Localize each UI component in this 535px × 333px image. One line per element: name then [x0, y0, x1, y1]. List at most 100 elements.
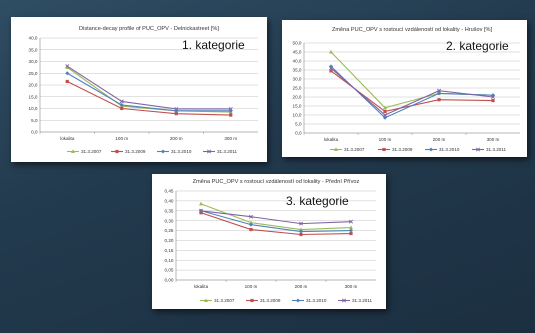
- data-point: [436, 88, 442, 93]
- y-tick-label: 20,0: [293, 95, 302, 100]
- y-tick-label: 0,20: [165, 238, 174, 243]
- data-point: [383, 109, 387, 113]
- legend-label: 31.3.2010: [171, 149, 192, 154]
- y-tick-label: 0,40: [165, 198, 174, 203]
- y-tick-label: 25,0: [29, 71, 38, 76]
- data-point: [328, 66, 334, 71]
- series-line-4: [200, 210, 352, 225]
- data-point: [120, 106, 124, 111]
- y-tick-label: 5,0: [31, 118, 38, 123]
- y-tick-label: 5,0: [295, 122, 302, 127]
- data-point: [65, 65, 70, 69]
- data-point: [382, 112, 388, 118]
- y-tick-label: 0,45: [165, 189, 174, 194]
- x-tick-label: 300 m: [224, 136, 237, 141]
- data-point: [248, 214, 254, 219]
- y-tick-label: 0,0: [31, 130, 38, 135]
- y-tick-label: 20,0: [29, 83, 38, 88]
- category-label-1: 1. kategorie: [182, 38, 245, 52]
- chart-2-plot: Změna PUC_OPV s rostoucí vzdáleností od …: [293, 27, 520, 152]
- data-point: [299, 229, 303, 234]
- series-line-4: [66, 65, 231, 110]
- y-tick-label: 40,0: [293, 59, 302, 64]
- chart-1-plot: Distance-decay profile of PUC_OPV - Deln…: [29, 26, 258, 154]
- legend-marker: [71, 149, 75, 153]
- y-tick-label: 0,10: [165, 258, 174, 263]
- y-tick-label: 10,0: [293, 113, 302, 118]
- data-point: [299, 232, 303, 237]
- series-line-3: [330, 66, 494, 119]
- data-point: [298, 221, 304, 226]
- legend-label: 31.3.2010: [439, 147, 460, 152]
- legend-label: 31.3.2011: [217, 149, 238, 154]
- category-label-3: 3. kategorie: [286, 194, 349, 208]
- series-line-2: [200, 212, 352, 236]
- y-tick-label: 0,05: [165, 268, 174, 273]
- legend-label: 31.3.2011: [352, 298, 373, 303]
- chart-panel-2: Změna PUC_OPV s rostoucí vzdáleností od …: [282, 20, 527, 157]
- legend-label: 31.3.2010: [306, 298, 327, 303]
- y-tick-label: 35,0: [29, 47, 38, 52]
- x-tick-label: lokalita: [60, 136, 75, 141]
- x-tick-label: 100 m: [379, 137, 392, 142]
- legend-label: 31.3.2007: [81, 149, 102, 154]
- data-point: [229, 113, 233, 117]
- data-point: [65, 64, 70, 69]
- chart-3: Změna PUC_OPV s rostoucí vzdáleností od …: [165, 179, 376, 303]
- y-tick-label: 45,0: [293, 50, 302, 55]
- legend-label: 31.3.2007: [214, 298, 235, 303]
- data-point: [198, 208, 204, 213]
- y-tick-label: 30,0: [293, 77, 302, 82]
- legend-label: 31.3.2007: [344, 147, 365, 152]
- data-point: [299, 227, 303, 232]
- y-tick-label: 25,0: [293, 86, 302, 91]
- data-point: [437, 91, 441, 96]
- data-point: [491, 99, 495, 103]
- data-point: [437, 98, 441, 102]
- legend-marker: [115, 149, 119, 154]
- data-point: [490, 94, 496, 100]
- series-line-1: [66, 66, 231, 113]
- y-tick-label: 0,25: [165, 228, 174, 233]
- data-point: [174, 106, 179, 111]
- legend-marker: [250, 298, 254, 303]
- legend-marker: [161, 149, 165, 154]
- data-point: [119, 99, 124, 104]
- data-point: [174, 112, 178, 116]
- legend-label: 31.3.2009: [392, 147, 413, 152]
- y-tick-label: 30,0: [29, 59, 38, 64]
- y-tick-label: 0,0: [295, 131, 302, 136]
- legend-marker: [475, 147, 481, 152]
- y-tick-label: 15,0: [29, 94, 38, 99]
- chart-title: Změna PUC_OPV s rostoucí vzdáleností od …: [332, 27, 493, 33]
- legend-marker: [341, 298, 347, 303]
- series-line-2: [67, 80, 231, 116]
- y-tick-label: 40,0: [29, 36, 38, 41]
- legend-label: 31.3.2009: [260, 298, 281, 303]
- x-tick-label: 200 m: [433, 137, 446, 142]
- data-point: [199, 201, 203, 206]
- y-tick-label: 50,0: [293, 41, 302, 46]
- y-tick-label: 0,35: [165, 208, 174, 213]
- chart-panel-1: Distance-decay profile of PUC_OPV - Deln…: [11, 17, 267, 162]
- legend-marker: [429, 147, 433, 152]
- x-tick-label: 100 m: [245, 284, 258, 289]
- y-tick-label: 0,00: [165, 278, 174, 283]
- y-tick-label: 0,15: [165, 248, 174, 253]
- data-point: [228, 106, 233, 111]
- series-line-3: [66, 72, 231, 112]
- series-line-4: [330, 67, 494, 116]
- chart-3-plot: Změna PUC_OPV s rostoucí vzdáleností od …: [165, 179, 376, 303]
- legend-marker: [206, 149, 212, 154]
- data-point: [349, 225, 353, 230]
- chart-2: Změna PUC_OPV s rostoucí vzdáleností od …: [293, 27, 520, 152]
- chart-title: Změna PUC_OPV s rostoucí vzdáleností od …: [193, 179, 360, 185]
- data-point: [349, 231, 353, 236]
- series-line-1: [330, 51, 494, 109]
- data-point: [119, 102, 124, 107]
- data-point: [65, 79, 69, 84]
- data-point: [249, 222, 253, 227]
- x-tick-label: 300 m: [487, 137, 500, 142]
- x-tick-label: lokalita: [324, 137, 339, 142]
- chart-panel-3: Změna PUC_OPV s rostoucí vzdáleností od …: [152, 174, 386, 309]
